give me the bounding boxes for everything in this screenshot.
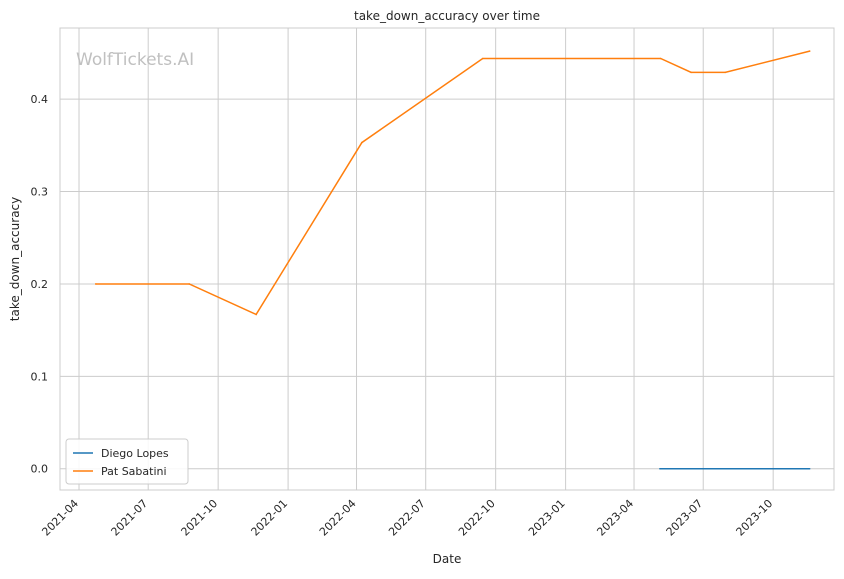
data-point-pat-sabatini [255,313,257,316]
watermark: WolfTickets.AI [76,50,194,70]
series-layer [94,50,811,470]
data-point-pat-sabatini [808,50,811,52]
data-point-pat-sabatini [361,141,363,144]
legend-label: Diego Lopes [101,447,169,460]
legend-label: Pat Sabatini [101,465,167,478]
y-axis-label: take_down_accuracy [8,197,22,321]
grid [60,28,834,490]
series-pat-sabatini [94,50,811,316]
y-tick-label: 0.1 [31,370,49,383]
data-point-pat-sabatini [481,57,484,60]
x-axis-label: Date [433,552,462,566]
data-point-pat-sabatini [724,71,727,74]
y-tick-label: 0.4 [31,93,49,106]
y-tick-label: 0.3 [31,186,49,199]
data-point-pat-sabatini [690,71,692,74]
y-ticks: 0.0 0.1 0.2 0.3 0.4 [31,93,49,476]
legend-box [65,438,189,485]
data-point-pat-sabatini [94,283,97,285]
chart-title: take_down_accuracy over time [354,9,540,23]
y-tick-label: 0.0 [31,463,49,476]
series-diego-lopes [659,467,811,470]
data-point-diego-lopes [659,467,661,470]
data-point-pat-sabatini [659,57,662,60]
plot-frame [59,27,835,491]
data-point-diego-lopes [808,467,811,470]
y-tick-label: 0.2 [31,278,49,291]
data-point-pat-sabatini [188,283,191,285]
legend: Diego Lopes Pat Sabatini [65,438,189,485]
